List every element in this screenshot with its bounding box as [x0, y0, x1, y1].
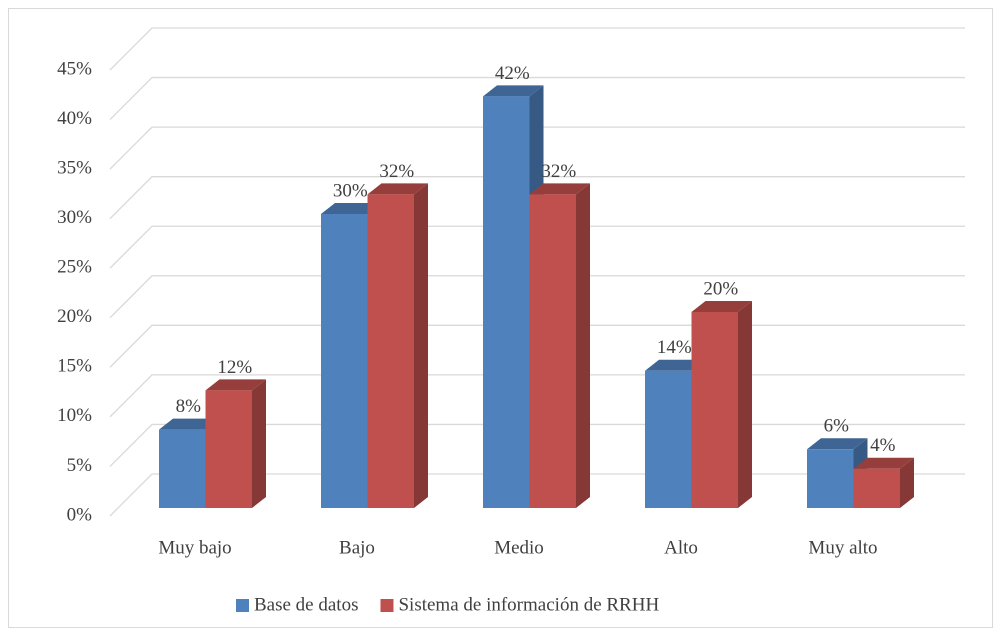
bar: [367, 183, 428, 508]
bar-side: [414, 183, 428, 508]
grid-line: [109, 275, 965, 319]
x-tick-label: Bajo: [339, 537, 375, 558]
bar-side: [576, 183, 590, 508]
grid-line: [109, 76, 965, 121]
bar-top: [159, 418, 220, 430]
bar-face: [321, 214, 368, 508]
bar-face: [367, 194, 414, 508]
legend-label: Base de datos: [254, 594, 358, 615]
bar-face: [483, 96, 530, 509]
y-tick-label: 40%: [57, 108, 92, 129]
bar-face: [205, 390, 252, 508]
bar-top: [483, 85, 544, 97]
bar-top: [691, 301, 752, 312]
bar-face: [853, 468, 900, 508]
bar-side: [252, 379, 266, 508]
y-tick-label: 45%: [57, 58, 92, 79]
bar-top: [205, 379, 266, 391]
bar: [691, 301, 752, 508]
x-tick-label: Muy bajo: [158, 537, 231, 558]
data-label: 14%: [657, 337, 692, 358]
legend-swatch: [380, 599, 394, 612]
bar-top: [645, 359, 706, 371]
data-label: 32%: [541, 161, 576, 182]
bar-face: [159, 429, 206, 508]
bar-face: [807, 449, 854, 508]
bar-top: [807, 438, 868, 450]
y-tick-label: 5%: [67, 455, 93, 476]
grid-line: [109, 176, 965, 220]
bar-face: [529, 194, 576, 508]
y-tick-label: 25%: [57, 257, 92, 278]
y-tick-label: 15%: [57, 356, 92, 377]
bar: [853, 457, 914, 508]
data-label: 12%: [217, 357, 252, 378]
y-tick-label: 0%: [67, 504, 93, 525]
bar-top: [321, 203, 382, 214]
grid-line: [109, 27, 965, 71]
bar-side: [900, 457, 914, 508]
legend-swatch: [236, 599, 249, 612]
data-label: 6%: [824, 416, 850, 437]
bar-face: [645, 370, 692, 508]
bar-side: [738, 301, 752, 508]
bar-top: [853, 457, 914, 469]
bar: [205, 379, 266, 508]
bar-top: [529, 183, 590, 195]
legend-label: Sistema de información de RRHH: [398, 594, 659, 615]
data-label: 20%: [703, 278, 738, 299]
bar-face: [691, 312, 738, 508]
data-label: 32%: [379, 161, 414, 182]
x-tick-label: Medio: [494, 537, 544, 558]
y-tick-label: 35%: [57, 157, 92, 178]
data-label: 30%: [333, 180, 368, 201]
x-tick-label: Alto: [664, 537, 698, 558]
bar: [529, 183, 590, 508]
data-label: 4%: [870, 435, 896, 456]
data-label: 8%: [176, 396, 202, 417]
y-tick-label: 10%: [57, 405, 92, 426]
x-tick-label: Muy alto: [808, 537, 877, 558]
y-tick-label: 20%: [57, 306, 92, 327]
data-label: 42%: [495, 63, 530, 84]
bar-top: [367, 183, 428, 195]
grid-line: [109, 126, 965, 170]
grid-line: [109, 225, 965, 269]
y-tick-label: 30%: [57, 207, 92, 228]
